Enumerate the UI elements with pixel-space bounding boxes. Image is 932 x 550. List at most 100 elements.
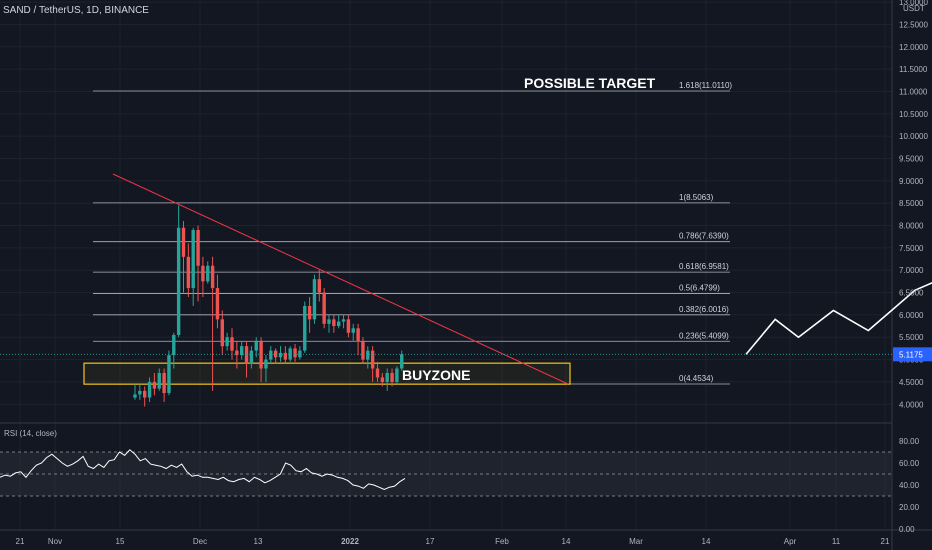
candle-body [196, 230, 200, 266]
candle-body [327, 319, 331, 324]
current-price-text: 5.1175 [899, 350, 923, 359]
candle-body [230, 337, 234, 351]
time-tick: 21 [881, 537, 890, 546]
candle-body [254, 341, 258, 351]
price-tick: 10.5000 [899, 110, 928, 119]
candle-body [264, 359, 268, 369]
current-price-tag: 5.1175 [893, 347, 932, 362]
price-tick: 5.5000 [899, 333, 924, 342]
time-tick: Feb [495, 537, 509, 546]
candle-body [244, 346, 249, 365]
time-tick: 14 [562, 537, 571, 546]
price-tick: 10.0000 [899, 132, 928, 141]
candle-body [307, 305, 312, 320]
candle-body [312, 279, 317, 320]
price-tick: 12.5000 [899, 20, 928, 29]
candle-body [400, 354, 404, 369]
projection-path [745, 282, 932, 355]
fib-levels: 1.618(11.0110) 1(8.5063) 0.786(7.6390) 0.61… [93, 81, 732, 385]
candle-body [138, 390, 142, 395]
buyzone-label: BUYZONE [402, 367, 470, 383]
candle-body [201, 265, 205, 282]
price-unit-label: USDT [903, 4, 925, 13]
candle-body [317, 279, 321, 293]
target-label: POSSIBLE TARGET [524, 75, 656, 91]
candle-body [181, 227, 186, 257]
candle-body [147, 381, 152, 398]
time-tick: 13 [254, 537, 263, 546]
candle-body [385, 372, 389, 382]
candle-body [240, 346, 244, 356]
candle-body [283, 352, 288, 360]
time-tick: 15 [116, 537, 125, 546]
price-tick: 12.0000 [899, 43, 928, 52]
rsi-tick: 40.00 [899, 481, 920, 490]
fib-label: 0.618(6.9581) [679, 262, 729, 271]
candle-body [366, 350, 370, 360]
candle-body [332, 319, 336, 327]
candle-body [225, 337, 229, 347]
fib-label: 0.786(7.6390) [679, 232, 729, 241]
fib-label: 0.382(6.0016) [679, 305, 729, 314]
buyzone-box [83, 362, 571, 385]
candle-body [172, 335, 176, 356]
candle-body [351, 328, 355, 333]
price-tick: 9.5000 [899, 155, 924, 164]
fib-label: 0.236(5.4099) [679, 331, 729, 340]
rsi-tick: 80.00 [899, 437, 920, 446]
candle-body [395, 368, 399, 382]
time-tick: 17 [426, 537, 435, 546]
price-tick: 8.5000 [899, 199, 924, 208]
candle-body [210, 265, 215, 289]
price-tick: 6.5000 [899, 289, 924, 298]
candle-body [133, 394, 137, 398]
price-tick: 4.0000 [899, 400, 924, 409]
price-tick: 11.5000 [899, 65, 928, 74]
price-tick: 7.0000 [899, 266, 924, 275]
candle-body [176, 227, 181, 336]
fib-label: 0(4.4534) [679, 374, 714, 383]
candle-body [259, 341, 263, 369]
candle-body [186, 256, 191, 289]
candle-body [162, 372, 166, 394]
time-tick: Mar [629, 537, 643, 546]
candle-body [273, 350, 278, 358]
rsi-tick: 60.00 [899, 459, 920, 468]
candle-body [220, 319, 224, 347]
time-tick: Apr [784, 537, 797, 546]
candle-body [293, 348, 297, 358]
time-tick: Nov [48, 537, 62, 546]
current-price-box [893, 347, 932, 362]
candle-body [303, 305, 307, 351]
candle-body [215, 288, 220, 320]
rsi-tick: 20.00 [899, 503, 920, 512]
rsi-tick: 0.00 [899, 525, 915, 534]
price-tick: 6.0000 [899, 311, 924, 320]
candlesticks [133, 205, 404, 407]
price-tick: 13.0000 [899, 0, 928, 7]
candle-body [288, 348, 292, 360]
rsi-levels [0, 451, 892, 497]
candle-body [390, 372, 394, 382]
fib-label: 1.618(11.0110) [679, 81, 732, 90]
time-tick: Dec [193, 537, 207, 546]
candle-body [249, 350, 254, 365]
rsi-axis[interactable]: 80.00 60.00 40.00 20.00 0.00 [899, 437, 920, 534]
price-tick: 8.0000 [899, 222, 924, 231]
candle-body [298, 350, 302, 358]
candle-body [341, 319, 346, 322]
candle-body [356, 328, 360, 342]
candle-body [346, 319, 351, 333]
candle-body [278, 352, 283, 358]
time-tick: 2022 [341, 537, 359, 546]
candle-body [206, 265, 210, 282]
candle-body [375, 368, 380, 378]
time-tick: 21 [16, 537, 25, 546]
time-axis[interactable]: 21 Nov 15 Dec 13 2022 17 Feb 14 Mar 14 Apr 11 21 [16, 537, 890, 546]
price-tick: 4.5000 [899, 378, 924, 387]
time-tick: 14 [702, 537, 711, 546]
rsi-label: RSI (14, close) [4, 429, 57, 438]
candle-body [269, 350, 273, 360]
